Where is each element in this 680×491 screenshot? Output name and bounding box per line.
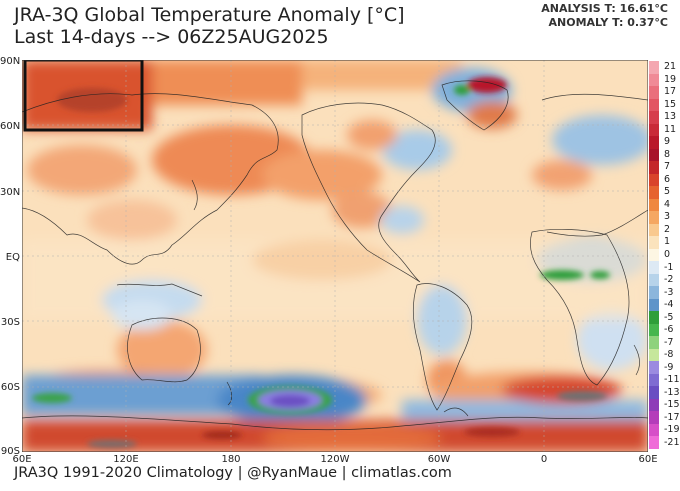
colorbar-label: 4 bbox=[664, 198, 671, 210]
colorbar-swatch bbox=[649, 398, 659, 412]
colorbar-label: 11 bbox=[664, 123, 677, 135]
colorbar-label: -19 bbox=[664, 424, 680, 436]
colorbar-label: 8 bbox=[664, 148, 671, 160]
stats-box: ANALYSIS T: 16.61°C ANOMALY T: 0.37°C bbox=[541, 2, 668, 30]
colorbar-label: -3 bbox=[664, 286, 674, 298]
colorbar-swatch bbox=[649, 386, 659, 399]
lon-label: 120E bbox=[113, 454, 139, 465]
colorbar-swatch bbox=[649, 73, 659, 87]
colorbar-swatch bbox=[649, 61, 659, 74]
colorbar-label: 15 bbox=[664, 98, 677, 110]
colorbar-label: 19 bbox=[664, 73, 677, 85]
colorbar-label: 6 bbox=[664, 173, 671, 185]
colorbar-swatch bbox=[649, 336, 659, 349]
colorbar-label: 9 bbox=[664, 136, 671, 148]
colorbar-swatch bbox=[649, 348, 659, 362]
colorbar-label: 7 bbox=[664, 161, 671, 173]
colorbar-swatch bbox=[649, 373, 659, 387]
colorbar-label: 17 bbox=[664, 86, 677, 98]
map-svg bbox=[22, 60, 648, 452]
anomaly-temperature: ANOMALY T: 0.37°C bbox=[548, 16, 668, 29]
colorbar-label: -1 bbox=[664, 261, 674, 273]
lat-label: 30N bbox=[0, 187, 21, 198]
lat-label: 60N bbox=[0, 121, 21, 132]
colorbar bbox=[649, 61, 659, 449]
colorbar-label: 5 bbox=[664, 186, 671, 198]
colorbar-swatch bbox=[649, 236, 659, 249]
highlight-box bbox=[23, 60, 144, 132]
graticule bbox=[22, 60, 648, 452]
extreme-patches bbox=[32, 77, 610, 448]
colorbar-swatch bbox=[649, 148, 659, 162]
colorbar-swatch bbox=[649, 261, 659, 274]
colorbar-label: -6 bbox=[664, 324, 674, 336]
colorbar-swatch bbox=[649, 273, 659, 287]
colorbar-label: -15 bbox=[664, 399, 680, 411]
colorbar-swatch bbox=[649, 211, 659, 224]
colorbar-swatch bbox=[649, 198, 659, 212]
colorbar-label: -8 bbox=[664, 349, 674, 361]
colorbar-swatch bbox=[649, 223, 659, 237]
lon-label: 60E bbox=[638, 454, 658, 465]
colorbar-swatch bbox=[649, 286, 659, 299]
colorbar-label: -13 bbox=[664, 386, 680, 398]
map-subtitle: Last 14-days --> 06Z25AUG2025 bbox=[14, 26, 329, 48]
lat-label: EQ bbox=[5, 252, 20, 263]
colorbar-swatch bbox=[649, 111, 659, 124]
colorbar-swatch bbox=[649, 123, 659, 137]
colorbar-swatch bbox=[649, 173, 659, 187]
colorbar-label: 2 bbox=[664, 223, 671, 235]
footer-credits: JRA3Q 1991-2020 Climatology | @RyanMaue … bbox=[14, 465, 452, 481]
colorbar-label: -17 bbox=[664, 411, 680, 423]
anomaly-field bbox=[22, 60, 648, 452]
colorbar-label: 3 bbox=[664, 211, 671, 223]
colorbar-swatch bbox=[649, 323, 659, 337]
colorbar-swatch bbox=[649, 298, 659, 312]
colorbar-label: -4 bbox=[664, 299, 674, 311]
colorbar-label: 1 bbox=[664, 236, 671, 248]
lat-label: 90S bbox=[0, 446, 20, 457]
colorbar-label: -7 bbox=[664, 336, 674, 348]
lat-label: 60S bbox=[0, 382, 20, 393]
colorbar-swatch bbox=[649, 186, 659, 199]
colorbar-swatch bbox=[649, 361, 659, 374]
lon-label: 60E bbox=[12, 454, 32, 465]
map-title: JRA-3Q Global Temperature Anomaly [°C] bbox=[14, 4, 405, 26]
colorbar-swatch bbox=[649, 423, 659, 437]
coastlines bbox=[22, 80, 648, 430]
lon-label: 180 bbox=[221, 454, 241, 465]
lat-label: 90N bbox=[0, 56, 21, 67]
lon-label: 60W bbox=[427, 454, 451, 465]
colorbar-label: 0 bbox=[664, 249, 671, 260]
colorbar-swatch bbox=[649, 311, 659, 324]
analysis-temperature: ANALYSIS T: 16.61°C bbox=[541, 2, 668, 15]
lon-label: 0 bbox=[540, 454, 548, 465]
lat-label: 30S bbox=[0, 317, 20, 328]
colorbar-swatch bbox=[649, 136, 659, 149]
anomaly-map[interactable] bbox=[22, 60, 648, 452]
colorbar-label: -2 bbox=[664, 274, 674, 286]
colorbar-label: -11 bbox=[664, 374, 680, 386]
colorbar-swatch bbox=[649, 411, 659, 424]
colorbar-swatch bbox=[649, 436, 659, 449]
colorbar-label: 21 bbox=[664, 61, 677, 73]
colorbar-label: -5 bbox=[664, 311, 674, 323]
colorbar-label: 13 bbox=[664, 111, 677, 123]
colorbar-label: -9 bbox=[664, 361, 674, 373]
lon-label: 120W bbox=[320, 454, 350, 465]
colorbar-swatch bbox=[649, 86, 659, 99]
colorbar-swatch bbox=[649, 248, 659, 262]
colorbar-label: -21 bbox=[664, 436, 680, 448]
colorbar-swatch bbox=[649, 98, 659, 112]
colorbar-swatch bbox=[649, 161, 659, 174]
